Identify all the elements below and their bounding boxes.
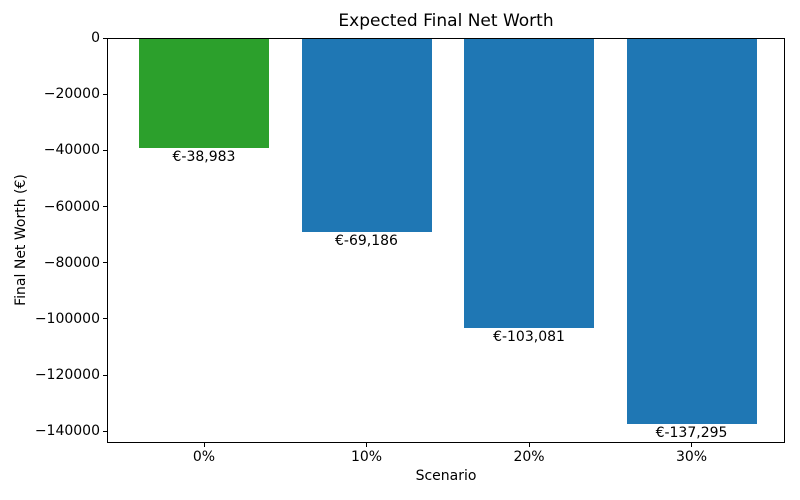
y-tick-label: −60000 (43, 198, 100, 215)
x-tick-label: 10% (350, 449, 383, 465)
bar-value-label: €-69,186 (335, 233, 398, 250)
bar-30% (626, 38, 757, 424)
y-tick-label: −20000 (43, 86, 100, 103)
bar-value-label: €-137,295 (655, 424, 728, 441)
y-axis-label: Final Net Worth (€) (13, 174, 29, 306)
x-axis-label: Scenario (415, 468, 477, 484)
y-tick-mark (103, 318, 107, 320)
x-tick-mark (203, 443, 205, 447)
y-tick-mark (103, 93, 107, 95)
y-tick-label: −80000 (43, 254, 100, 271)
y-tick-label: −40000 (43, 142, 100, 159)
y-tick-label: −120000 (34, 367, 100, 384)
x-tick-mark (528, 443, 530, 447)
x-tick-label: 20% (513, 449, 545, 465)
x-tick-label: 0% (192, 449, 216, 465)
x-tick-mark (691, 443, 692, 447)
x-tick-mark (366, 443, 367, 447)
y-tick-mark (103, 430, 107, 432)
x-tick-label: 30% (675, 449, 708, 465)
y-tick-mark (103, 374, 107, 376)
bar-20% (464, 38, 594, 328)
y-tick-mark (103, 149, 107, 151)
y-tick-mark (103, 262, 107, 264)
y-tick-mark (103, 206, 107, 208)
bar-10% (301, 38, 432, 233)
y-tick-label: −100000 (34, 310, 100, 327)
y-tick-label: −140000 (34, 423, 100, 440)
chart-title: Expected Final Net Worth (338, 11, 554, 31)
bar-value-label: €-103,081 (493, 328, 565, 345)
y-tick-label: 0 (91, 30, 100, 46)
bar-0% (139, 38, 269, 148)
bar-value-label: €-38,983 (172, 148, 236, 165)
y-tick-mark (103, 37, 107, 39)
